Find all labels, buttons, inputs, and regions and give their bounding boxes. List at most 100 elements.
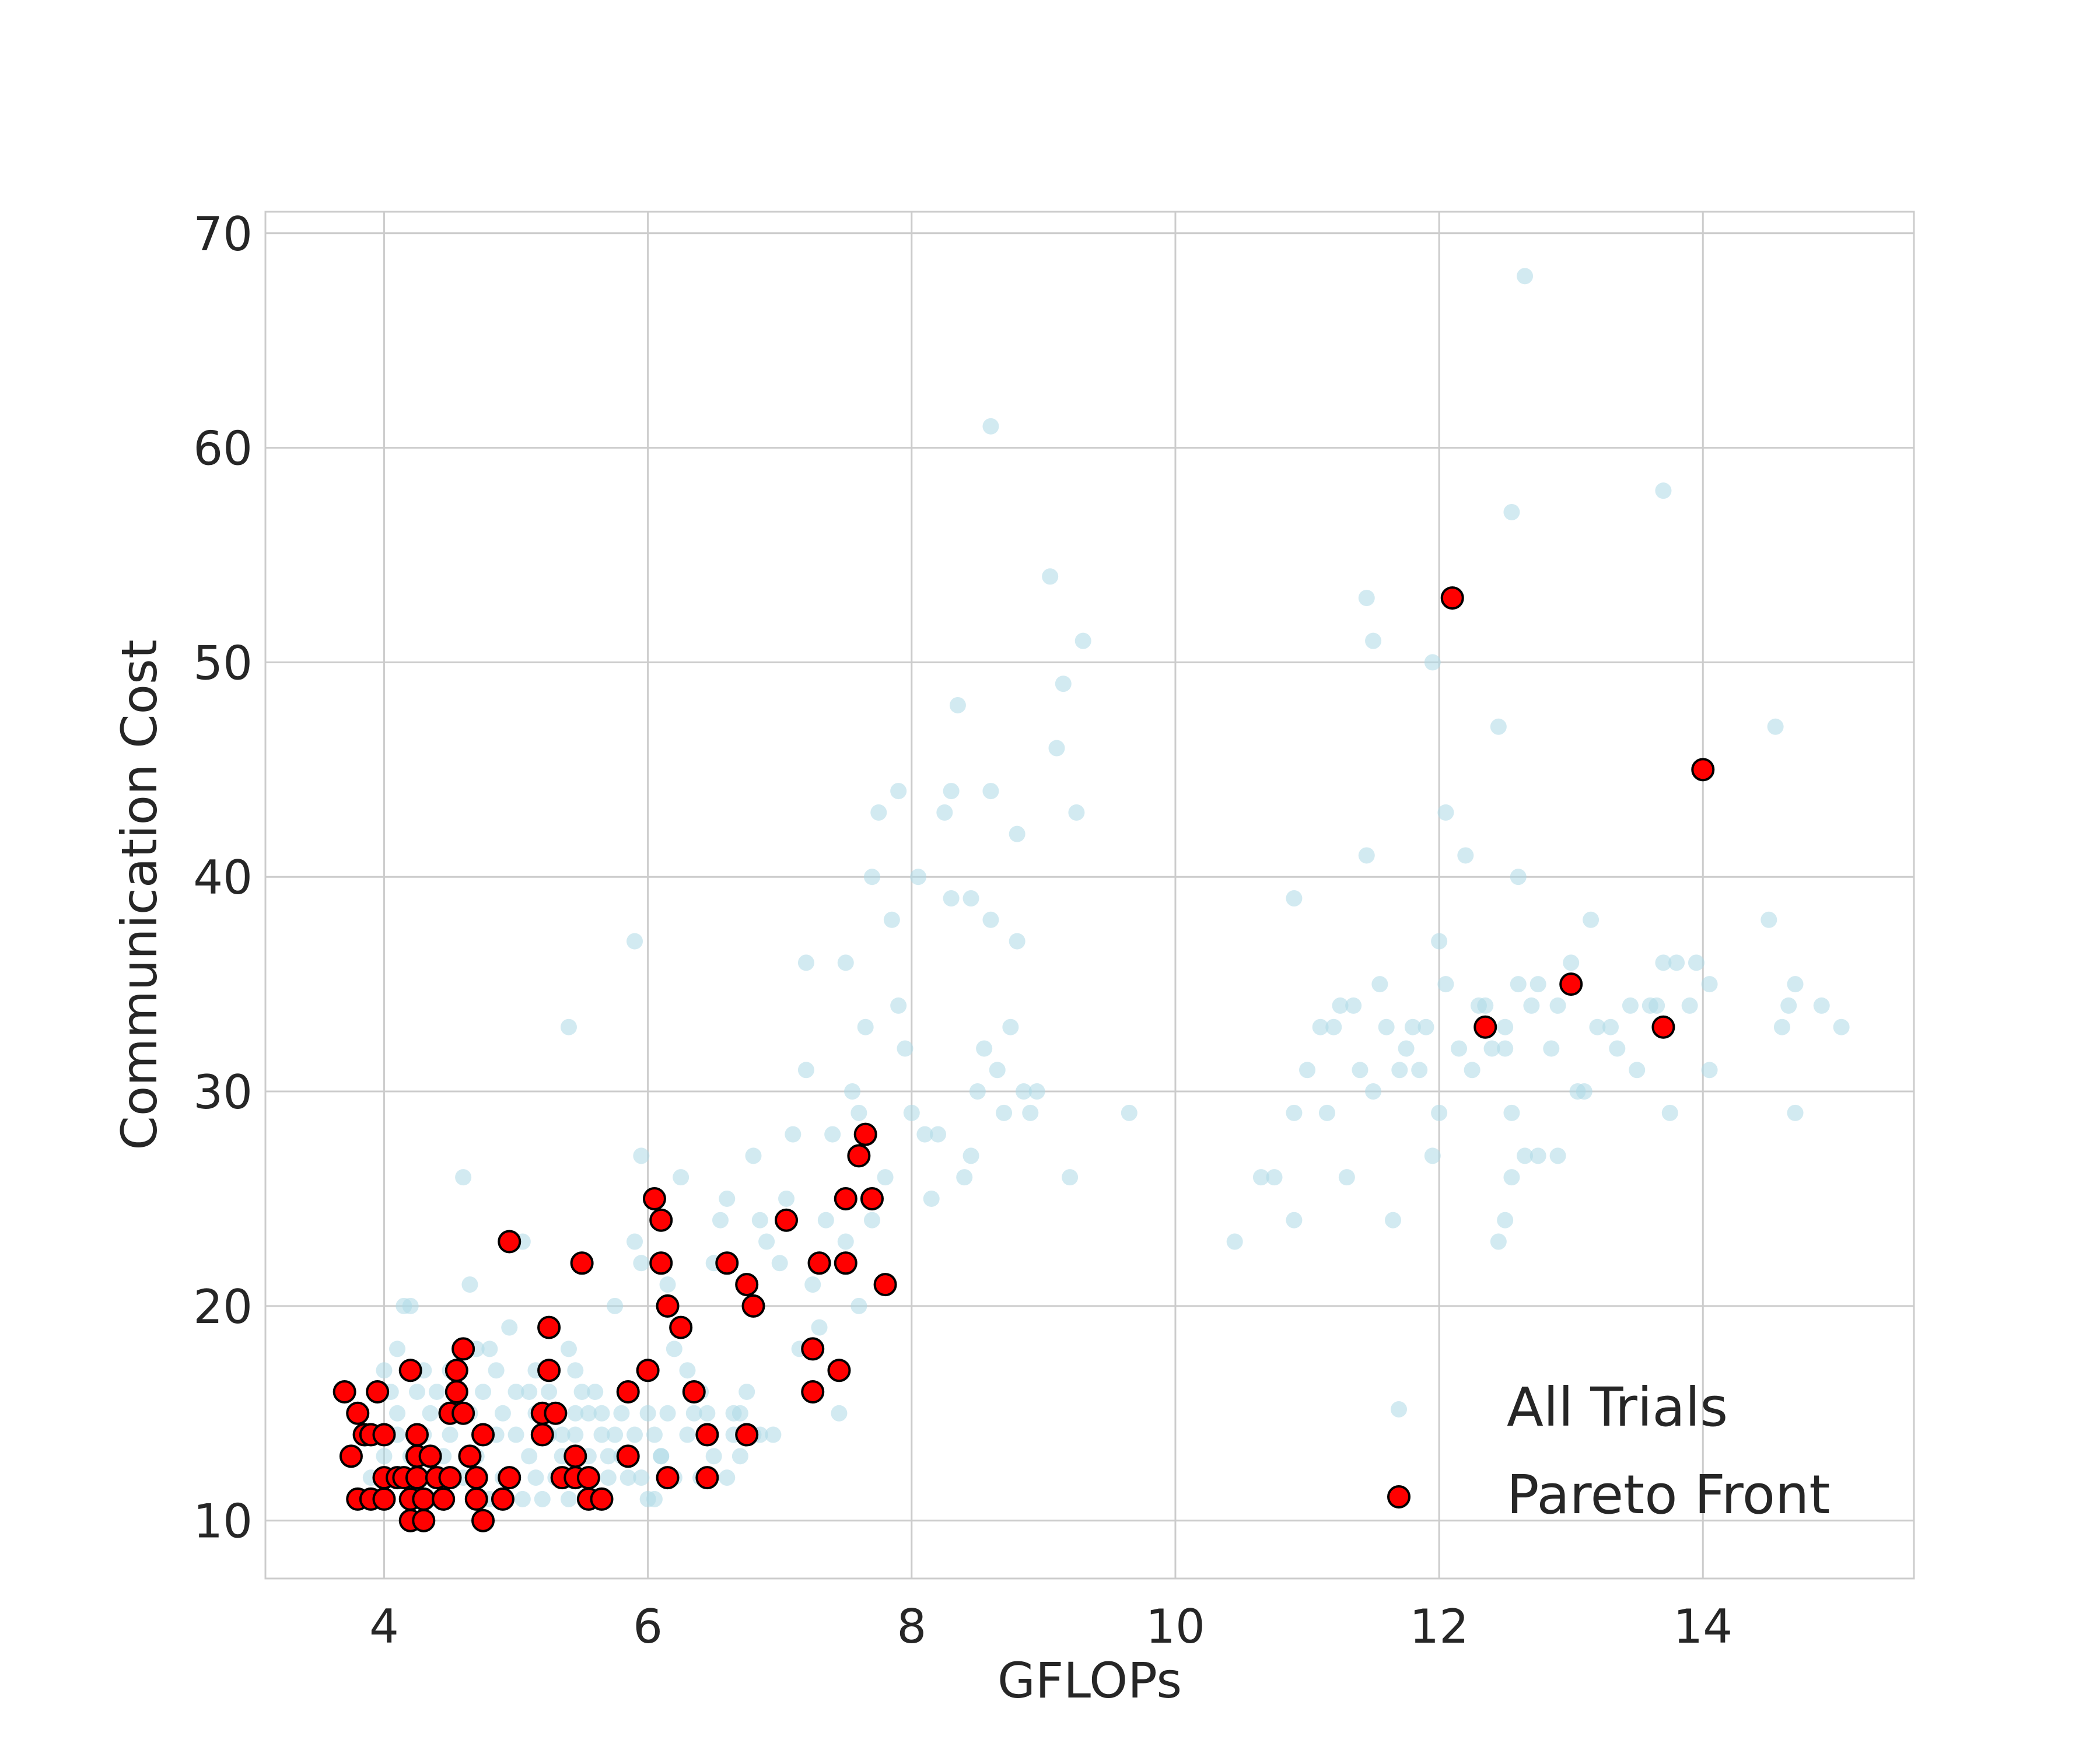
all-trials-point [1121, 1104, 1138, 1121]
all-trials-point [1332, 997, 1349, 1014]
all-trials-point [685, 1405, 702, 1422]
all-trials-point [1068, 804, 1085, 821]
pareto-front-point [834, 1186, 858, 1210]
all-trials-point [573, 1383, 590, 1400]
plot-area-frame [264, 211, 1915, 1580]
all-trials-point [963, 890, 979, 907]
all-trials-point [857, 1019, 874, 1035]
all-trials-point [521, 1448, 538, 1465]
all-trials-point [639, 1405, 656, 1422]
all-trials-point [837, 1233, 854, 1250]
all-trials-point [890, 783, 907, 800]
all-trials-point [1701, 976, 1718, 993]
all-trials-point [745, 1147, 762, 1164]
all-trials-point [1286, 1104, 1303, 1121]
all-trials-point [1286, 890, 1303, 907]
pareto-front-point [405, 1466, 429, 1490]
pareto-front-point [834, 1251, 858, 1275]
pareto-front-point [775, 1208, 799, 1232]
legend-marker-all-trials [1391, 1401, 1407, 1418]
pareto-front-point [1474, 1015, 1497, 1039]
all-trials-point [508, 1426, 524, 1443]
all-trials-point [1681, 997, 1698, 1014]
pareto-front-point [412, 1508, 436, 1532]
all-trials-point [1503, 1169, 1520, 1186]
pareto-front-point [405, 1423, 429, 1447]
all-trials-point [408, 1383, 425, 1400]
all-trials-point [850, 1104, 867, 1121]
all-trials-point [389, 1340, 406, 1357]
all-trials-point [1431, 1104, 1448, 1121]
all-trials-point [455, 1169, 472, 1186]
all-trials-point [1431, 933, 1448, 950]
all-trials-point [1002, 1019, 1019, 1035]
all-trials-point [890, 997, 907, 1014]
pareto-front-point [847, 1144, 871, 1168]
pareto-front-point [801, 1337, 825, 1361]
all-trials-point [1378, 1019, 1395, 1035]
all-trials-point [1358, 847, 1375, 864]
pareto-front-point [715, 1251, 739, 1275]
pareto-front-point [418, 1444, 442, 1468]
pareto-front-point [339, 1444, 363, 1468]
all-trials-point [1424, 654, 1441, 671]
all-trials-point [567, 1362, 584, 1379]
all-trials-point [1464, 1062, 1480, 1079]
pareto-front-point [544, 1401, 568, 1425]
all-trials-point [1424, 1147, 1441, 1164]
pareto-front-point [1651, 1015, 1675, 1039]
all-trials-point [1384, 1212, 1401, 1228]
pareto-front-point [590, 1487, 614, 1511]
all-trials-point [607, 1426, 624, 1443]
pareto-front-point [669, 1315, 693, 1339]
all-trials-point [1563, 954, 1580, 971]
all-trials-point [943, 783, 960, 800]
x-tick-label: 4 [369, 1600, 399, 1654]
all-trials-point [587, 1383, 604, 1400]
y-tick-label: 60 [193, 422, 253, 476]
all-trials-point [1523, 997, 1540, 1014]
all-trials-point [1437, 804, 1454, 821]
all-trials-point [738, 1383, 755, 1400]
all-trials-point [1549, 997, 1566, 1014]
all-trials-point [1767, 718, 1784, 735]
all-trials-point [916, 1126, 933, 1143]
pareto-front-point [464, 1487, 488, 1511]
all-trials-point [699, 1405, 716, 1422]
all-trials-point [659, 1405, 676, 1422]
all-trials-point [877, 1169, 894, 1186]
legend-marker-pareto-front [1387, 1485, 1410, 1508]
pareto-front-point [471, 1423, 495, 1447]
all-trials-point [607, 1297, 624, 1314]
pareto-front-point [656, 1466, 680, 1490]
pareto-front-point [471, 1508, 495, 1532]
all-trials-point [1787, 1104, 1804, 1121]
all-trials-point [1371, 976, 1388, 993]
all-trials-point [1345, 997, 1362, 1014]
all-trials-point [626, 933, 643, 950]
all-trials-point [811, 1319, 828, 1336]
all-trials-point [1589, 1019, 1606, 1035]
pareto-front-point [346, 1401, 370, 1425]
all-trials-point [1028, 1083, 1045, 1100]
all-trials-point [600, 1448, 617, 1465]
all-trials-point [1497, 1040, 1514, 1057]
all-trials-point [620, 1469, 636, 1486]
all-trials-point [1490, 1233, 1507, 1250]
all-trials-point [1583, 911, 1600, 928]
all-trials-point [1833, 1019, 1850, 1035]
all-trials-point [956, 1169, 973, 1186]
all-trials-point [1299, 1062, 1316, 1079]
all-trials-point [936, 804, 953, 821]
all-trials-point [719, 1469, 736, 1486]
all-trials-point [850, 1297, 867, 1314]
pareto-front-point [1559, 972, 1583, 996]
all-trials-point [1398, 1040, 1415, 1057]
all-trials-point [969, 1083, 986, 1100]
legend: All Trials Pareto Front [1387, 1376, 1830, 1526]
all-trials-point [593, 1426, 610, 1443]
all-trials-point [1457, 847, 1474, 864]
pareto-front-point [853, 1122, 877, 1146]
pareto-front-point [827, 1359, 851, 1382]
all-trials-point [712, 1212, 729, 1228]
